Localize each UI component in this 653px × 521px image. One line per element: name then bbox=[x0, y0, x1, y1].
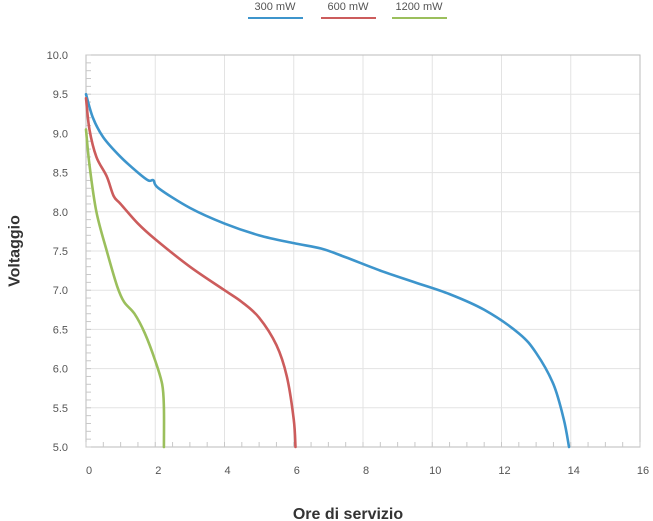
x-tick-labels: 0 2 4 6 8 10 12 14 16 bbox=[86, 465, 649, 477]
legend-label: 600 mW bbox=[328, 1, 370, 13]
x-tick-label: 16 bbox=[637, 465, 649, 477]
y-tick-label: 5.0 bbox=[53, 442, 68, 454]
y-tick-label: 8.0 bbox=[53, 207, 68, 219]
y-tick-label: 9.0 bbox=[53, 128, 68, 140]
y-tick-label: 10.0 bbox=[47, 50, 68, 62]
x-tick-label: 8 bbox=[363, 465, 369, 477]
x-tick-label: 14 bbox=[568, 465, 580, 477]
x-tick-label: 10 bbox=[429, 465, 441, 477]
x-tick-label: 6 bbox=[294, 465, 300, 477]
x-tick-label: 12 bbox=[498, 465, 510, 477]
series-line-1 bbox=[84, 96, 297, 449]
y-tick-label: 6.0 bbox=[53, 364, 68, 376]
y-tick-label: 8.5 bbox=[53, 168, 68, 180]
y-tick-label: 6.5 bbox=[53, 324, 68, 336]
x-tick-label: 0 bbox=[86, 465, 92, 477]
x-tick-label: 2 bbox=[155, 465, 161, 477]
legend-label: 300 mW bbox=[255, 1, 297, 13]
x-tick-label: 4 bbox=[224, 465, 230, 477]
y-axis-title: Voltaggio bbox=[7, 215, 24, 287]
y-tick-label: 7.5 bbox=[53, 246, 68, 258]
legend-label: 1200 mW bbox=[395, 1, 443, 13]
legend: 300 mW 600 mW 1200 mW bbox=[248, 1, 447, 19]
y-tick-label: 7.0 bbox=[53, 285, 68, 297]
series-line-0 bbox=[84, 92, 571, 449]
y-tick-label: 9.5 bbox=[53, 89, 68, 101]
x-axis-title: Ore di servizio bbox=[293, 506, 403, 521]
series-lines bbox=[84, 92, 571, 449]
series-line-2 bbox=[84, 128, 166, 449]
y-tick-labels: 5.0 5.5 6.0 6.5 7.0 7.5 8.0 8.5 9.0 9.5 10.0 bbox=[47, 50, 68, 454]
y-tick-label: 5.5 bbox=[53, 403, 68, 415]
